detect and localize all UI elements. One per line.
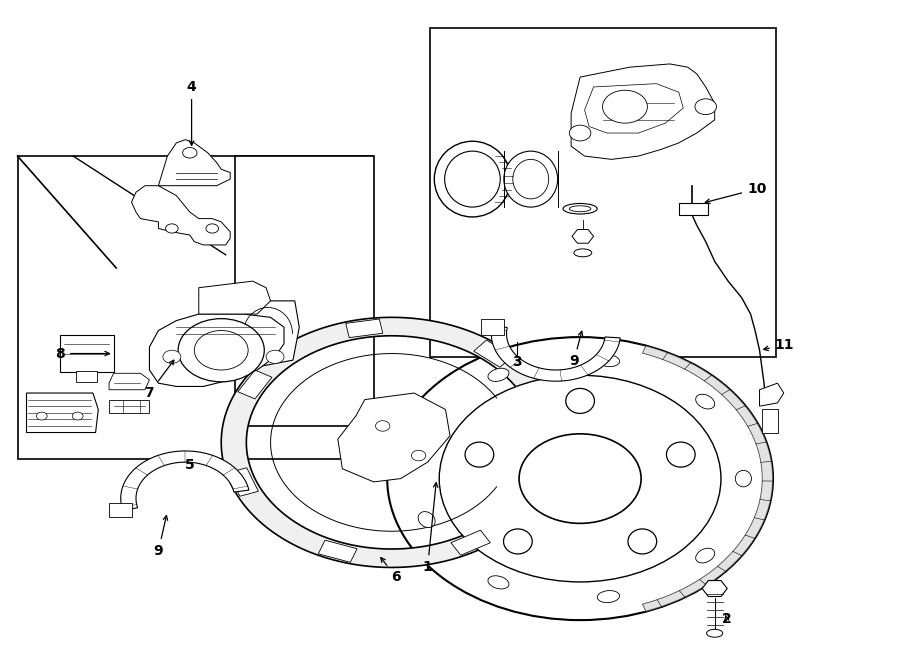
Text: 10: 10 <box>706 182 767 204</box>
Polygon shape <box>702 580 727 596</box>
Polygon shape <box>221 317 546 567</box>
Circle shape <box>36 412 47 420</box>
Circle shape <box>72 412 83 420</box>
Bar <box>59 335 113 372</box>
Ellipse shape <box>598 590 619 603</box>
Polygon shape <box>241 301 300 370</box>
Circle shape <box>183 147 197 158</box>
Polygon shape <box>319 540 357 563</box>
Circle shape <box>266 350 284 364</box>
Polygon shape <box>131 186 230 245</box>
Polygon shape <box>238 370 272 399</box>
Ellipse shape <box>418 512 436 527</box>
Text: 11: 11 <box>763 338 795 352</box>
Circle shape <box>206 224 219 233</box>
Ellipse shape <box>570 206 591 212</box>
Text: 9: 9 <box>154 516 167 558</box>
Polygon shape <box>199 281 271 314</box>
Ellipse shape <box>504 151 558 207</box>
Ellipse shape <box>563 204 597 214</box>
Bar <box>110 503 132 517</box>
Circle shape <box>411 450 426 461</box>
Bar <box>430 28 776 357</box>
Polygon shape <box>158 139 230 186</box>
Polygon shape <box>760 383 784 407</box>
Circle shape <box>570 125 591 141</box>
Ellipse shape <box>465 442 494 467</box>
Ellipse shape <box>696 548 715 563</box>
Circle shape <box>194 330 248 370</box>
Polygon shape <box>121 451 249 510</box>
Polygon shape <box>26 393 98 432</box>
Circle shape <box>163 350 181 364</box>
Bar <box>235 156 374 426</box>
Circle shape <box>375 420 390 431</box>
Bar <box>76 371 97 383</box>
Polygon shape <box>451 530 490 555</box>
Bar <box>482 319 504 335</box>
Ellipse shape <box>735 471 752 487</box>
Text: 7: 7 <box>145 360 174 400</box>
Bar <box>762 409 778 432</box>
Ellipse shape <box>445 151 500 207</box>
Polygon shape <box>491 326 620 381</box>
Circle shape <box>602 91 647 123</box>
Polygon shape <box>109 400 149 412</box>
Polygon shape <box>346 319 382 338</box>
Polygon shape <box>585 84 683 133</box>
Circle shape <box>178 319 265 382</box>
Polygon shape <box>643 346 773 611</box>
Text: 5: 5 <box>184 459 194 473</box>
Ellipse shape <box>566 389 595 413</box>
Circle shape <box>387 337 773 620</box>
Text: 9: 9 <box>569 331 583 368</box>
Polygon shape <box>338 393 450 482</box>
Circle shape <box>166 224 178 233</box>
Polygon shape <box>229 468 258 496</box>
Ellipse shape <box>488 576 509 589</box>
Polygon shape <box>149 314 284 387</box>
Text: 3: 3 <box>512 355 522 369</box>
Text: 4: 4 <box>186 80 196 145</box>
Ellipse shape <box>666 442 695 467</box>
Text: 2: 2 <box>722 612 731 626</box>
Ellipse shape <box>488 368 509 381</box>
Polygon shape <box>572 229 594 243</box>
Ellipse shape <box>574 249 592 256</box>
Ellipse shape <box>503 529 532 554</box>
Text: 1: 1 <box>423 483 438 574</box>
Ellipse shape <box>598 354 619 367</box>
Ellipse shape <box>628 529 657 554</box>
Circle shape <box>695 98 716 114</box>
Ellipse shape <box>418 430 436 446</box>
Circle shape <box>439 375 721 582</box>
Ellipse shape <box>696 394 715 409</box>
Bar <box>17 156 372 459</box>
Circle shape <box>519 434 641 524</box>
Ellipse shape <box>435 141 510 217</box>
Bar <box>679 204 707 215</box>
Polygon shape <box>572 64 715 159</box>
Ellipse shape <box>706 629 723 637</box>
Ellipse shape <box>513 159 549 199</box>
Polygon shape <box>109 373 149 390</box>
Polygon shape <box>473 340 513 368</box>
Text: 8: 8 <box>55 346 110 360</box>
Text: 6: 6 <box>381 558 401 584</box>
